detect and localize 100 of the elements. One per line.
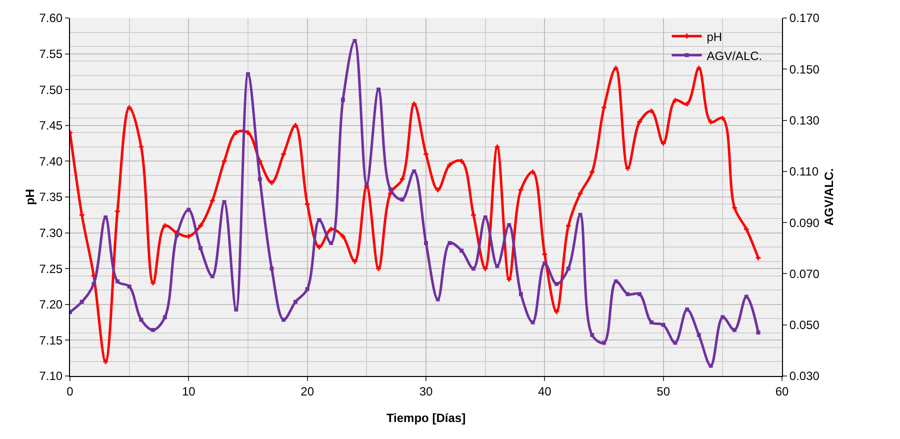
y2-tick-label: 0.090: [789, 216, 820, 230]
point: [293, 300, 298, 304]
point: [756, 330, 760, 335]
point: [103, 359, 108, 364]
legend-label: AGV/ALC.: [706, 48, 762, 63]
point: [412, 169, 416, 174]
point: [436, 297, 440, 302]
x-tick-label: 30: [419, 384, 433, 398]
point: [174, 233, 179, 238]
point: [518, 187, 524, 192]
point: [424, 241, 428, 246]
point: [566, 266, 570, 271]
point: [744, 226, 749, 232]
point: [198, 246, 203, 250]
point: [92, 282, 96, 286]
point: [649, 320, 654, 324]
point: [482, 266, 488, 271]
y-axis-title: pH: [23, 189, 38, 205]
point: [186, 208, 191, 212]
point: [115, 279, 120, 284]
point: [234, 130, 239, 135]
x-tick-label: 60: [775, 384, 789, 398]
point: [732, 328, 737, 332]
x-tick-label: 50: [656, 384, 670, 398]
y2-tick-label: 0.150: [789, 62, 820, 76]
point: [602, 105, 606, 110]
point: [590, 333, 594, 338]
y-tick-label: 7.10: [39, 369, 63, 384]
y-tick-label: 7.55: [39, 47, 63, 61]
y-tick-label: 7.40: [39, 154, 63, 168]
point: [495, 264, 500, 268]
point: [340, 98, 345, 102]
point: [506, 276, 512, 282]
point: [566, 223, 571, 228]
point: [210, 198, 215, 203]
point: [412, 102, 417, 106]
point: [246, 72, 250, 76]
point: [329, 241, 334, 246]
point: [626, 292, 630, 296]
point: [222, 200, 226, 204]
point: [448, 241, 452, 246]
point: [151, 328, 156, 332]
point: [139, 318, 144, 322]
point: [400, 198, 404, 202]
y-tick-label: 7.35: [39, 190, 63, 204]
point: [317, 218, 322, 222]
x-tick-label: 0: [66, 384, 74, 398]
point: [602, 340, 606, 345]
point: [376, 88, 381, 92]
point: [685, 308, 690, 312]
point: [696, 333, 701, 338]
point: [471, 266, 476, 271]
y-tick-label: 7.50: [39, 82, 63, 97]
point: [708, 364, 713, 368]
y2-tick-label: 0.110: [789, 164, 819, 179]
point: [638, 292, 642, 296]
point: [649, 108, 654, 114]
point: [400, 176, 405, 182]
point: [376, 266, 381, 271]
y-tick-label: 7.45: [39, 118, 63, 133]
y-tick-label: 7.20: [39, 298, 63, 312]
point: [198, 223, 203, 228]
point: [744, 294, 748, 299]
point: [234, 308, 238, 312]
point: [104, 215, 108, 220]
point: [614, 279, 618, 284]
point: [578, 191, 583, 196]
point: [590, 170, 595, 174]
point: [352, 39, 357, 44]
x-axis-title: Tiempo [Días]: [386, 411, 466, 425]
point: [661, 322, 666, 327]
y2-tick-label: 0.030: [789, 369, 820, 384]
x-tick-label: 10: [182, 384, 196, 398]
point: [554, 309, 559, 314]
point: [625, 166, 630, 171]
point: [127, 284, 132, 288]
y-tick-label: 7.15: [39, 333, 63, 348]
point: [542, 261, 547, 266]
y2-tick-label: 0.070: [789, 266, 820, 281]
point: [340, 234, 346, 239]
y-tick-label: 7.30: [39, 226, 63, 240]
point: [720, 315, 725, 320]
point: [162, 315, 167, 320]
point: [756, 255, 761, 260]
point: [305, 287, 310, 292]
point: [210, 274, 214, 278]
point: [578, 212, 582, 217]
point: [150, 280, 156, 286]
point: [459, 158, 464, 164]
point: [316, 244, 322, 250]
point: [483, 215, 488, 220]
point: [471, 212, 476, 218]
point: [696, 66, 702, 71]
point: [530, 320, 535, 324]
legend-label: pH: [706, 30, 722, 44]
point: [352, 259, 358, 264]
point: [80, 300, 84, 304]
point: [364, 182, 369, 186]
point: [388, 187, 392, 192]
point: [126, 105, 132, 110]
